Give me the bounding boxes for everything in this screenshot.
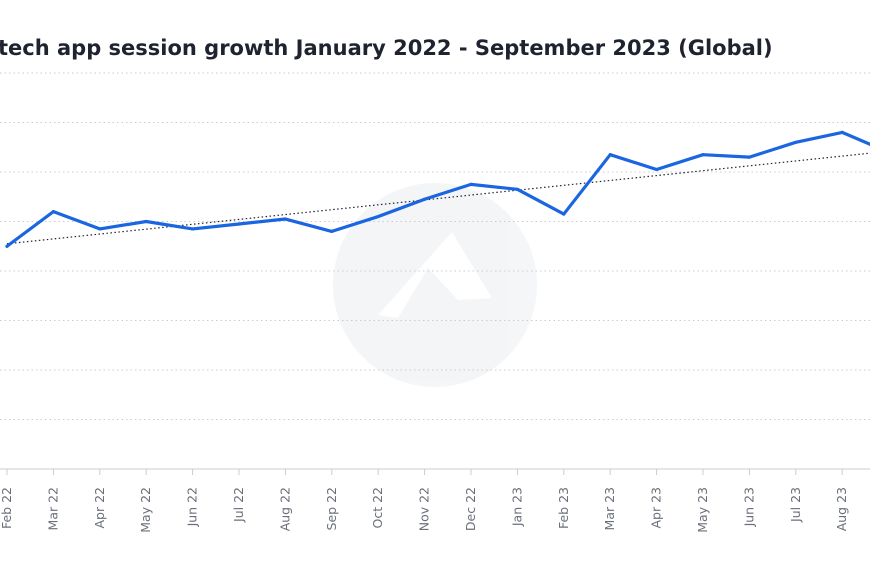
x-tick-label: Oct 22	[370, 487, 385, 529]
x-tick-label: Feb 23	[556, 487, 571, 529]
data-point	[330, 229, 334, 233]
data-point	[562, 212, 566, 216]
data-point	[701, 153, 705, 157]
x-tick-label: Jan 23	[509, 487, 524, 527]
x-tick-label: Mar 22	[45, 487, 60, 530]
data-points	[5, 130, 844, 248]
series-line	[5, 130, 870, 248]
data-point	[469, 182, 473, 186]
data-point	[5, 244, 9, 248]
chart-title: tech app session growth January 2022 - S…	[0, 36, 773, 60]
x-tick-label: Dec 22	[463, 487, 478, 531]
x-ticks: Feb 22 Mar 22 Apr 22 May 22 Jun 22 Jul 22 Aug …	[0, 469, 849, 533]
x-tick-label: Jul 22	[231, 487, 246, 523]
data-point	[144, 219, 148, 224]
data-point	[423, 197, 427, 201]
x-tick-label: May 22	[138, 487, 153, 533]
data-point	[51, 210, 56, 214]
data-point	[794, 140, 798, 144]
x-tick-label: Aug 22	[277, 487, 292, 531]
data-point	[98, 227, 102, 231]
x-tick-label: May 23	[695, 487, 710, 533]
data-point	[515, 187, 520, 191]
data-point	[191, 227, 195, 231]
data-point	[283, 217, 287, 221]
x-tick-label: Nov 22	[417, 487, 432, 531]
data-point	[840, 130, 844, 134]
data-point	[747, 155, 752, 159]
data-point	[608, 153, 612, 157]
data-point	[655, 167, 659, 172]
x-tick-label: Apr 22	[92, 487, 107, 529]
x-tick-label: Aug 23	[834, 487, 849, 531]
x-tick-label: Apr 23	[649, 487, 664, 529]
x-tick-label: Jul 23	[788, 487, 803, 523]
x-tick-label: Jun 22	[185, 487, 200, 527]
watermark-logo	[333, 183, 537, 387]
x-tick-label: Feb 22	[0, 487, 14, 529]
data-point	[376, 214, 380, 219]
x-tick-label: Mar 23	[602, 487, 617, 530]
x-tick-label: Jun 23	[741, 487, 756, 527]
x-tick-label: Sep 22	[324, 487, 339, 530]
data-point	[237, 222, 241, 226]
